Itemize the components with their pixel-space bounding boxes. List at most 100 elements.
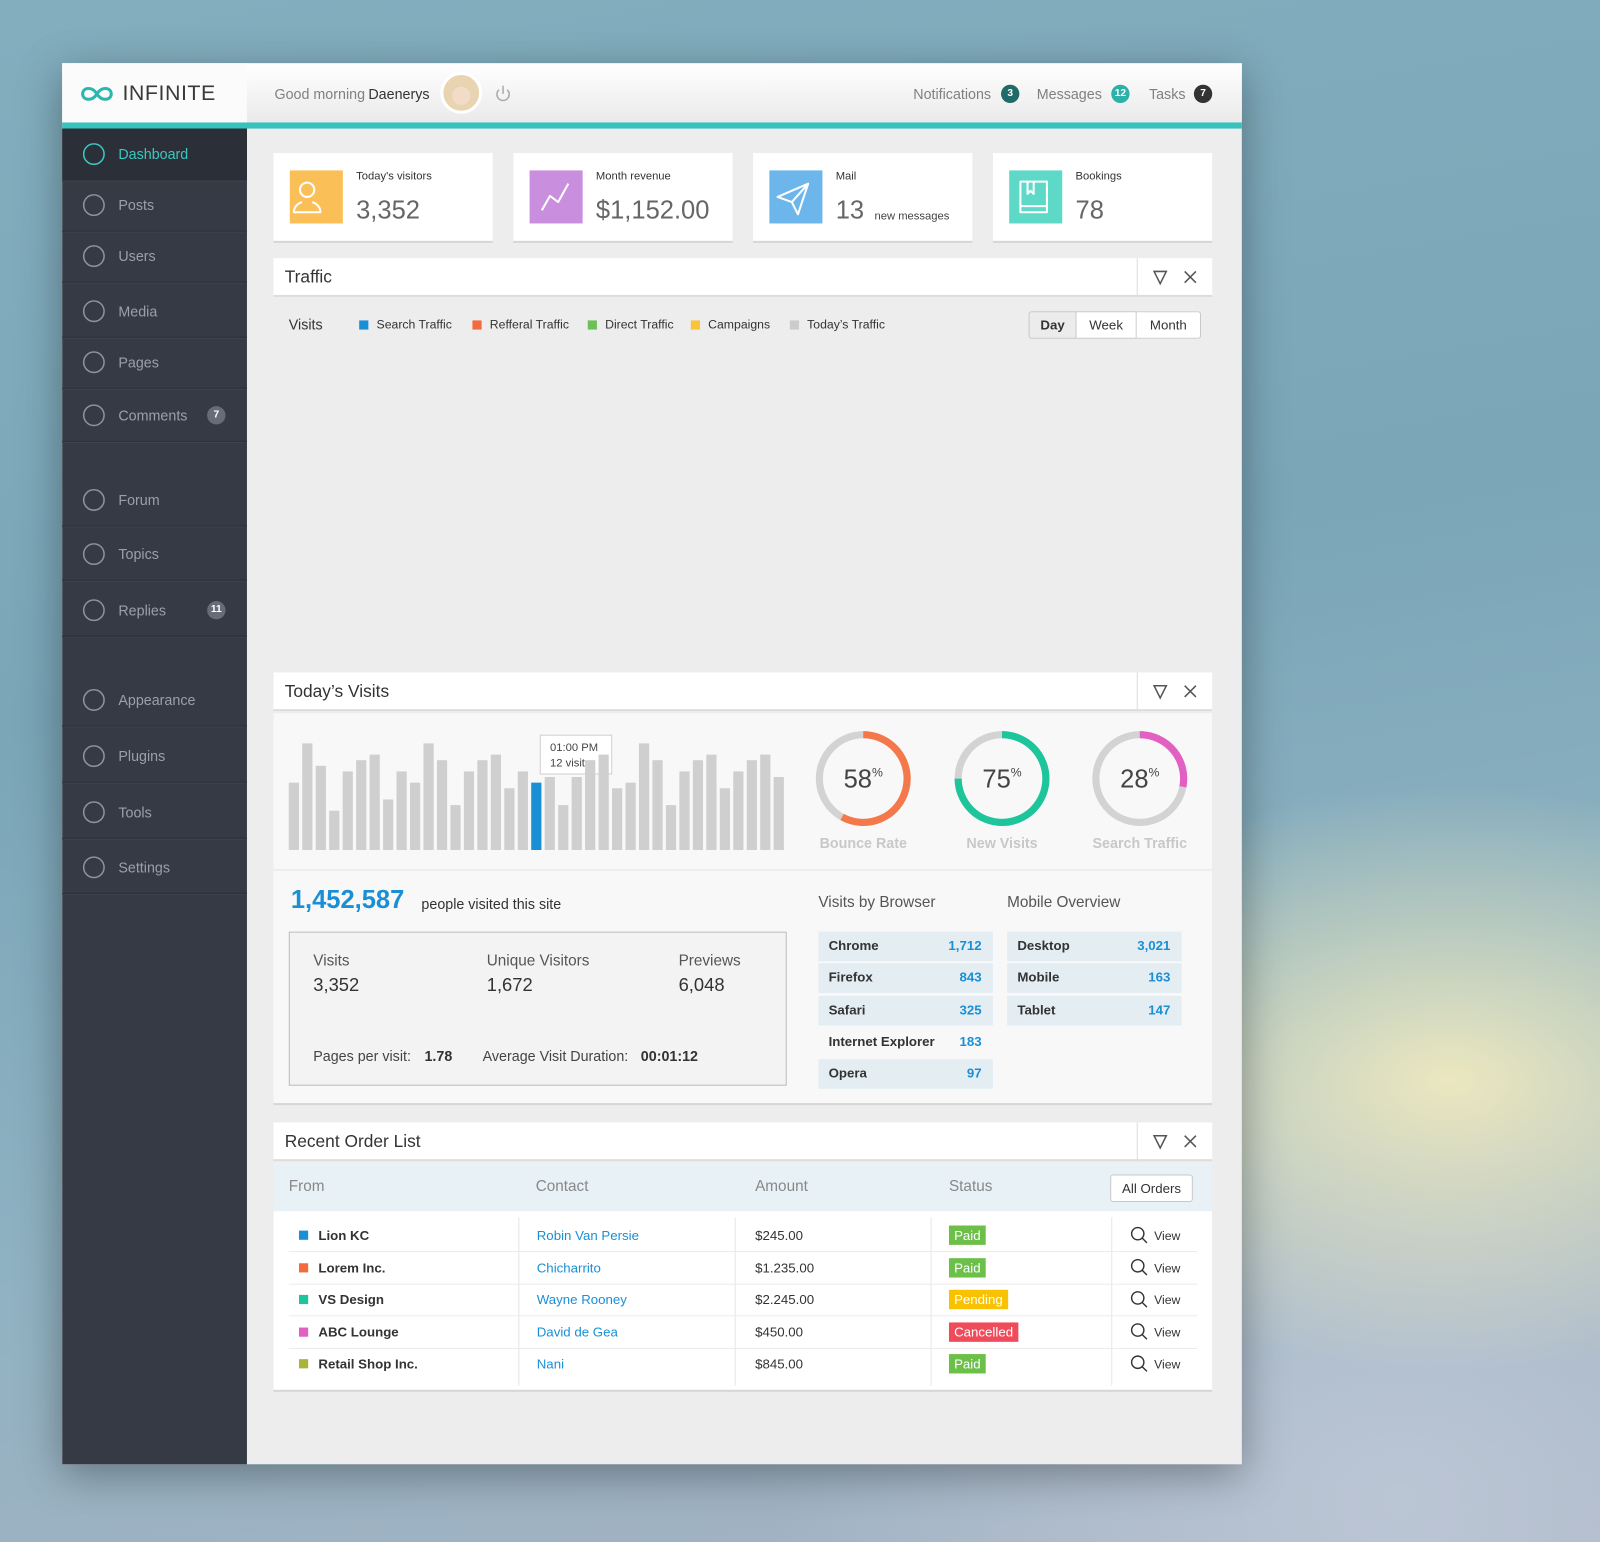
- user-name[interactable]: Daenerys: [368, 85, 430, 103]
- row-name: Chrome: [828, 937, 879, 954]
- sidebar-separator: [62, 635, 247, 638]
- counter-badge: 3: [1001, 84, 1020, 104]
- range-button[interactable]: Month: [1136, 311, 1202, 339]
- panel-title: Traffic: [284, 267, 332, 287]
- range-button[interactable]: Week: [1076, 311, 1137, 339]
- sidebar-item[interactable]: Appearance: [118, 691, 196, 709]
- row-name: Opera: [828, 1065, 867, 1081]
- row-name: Desktop: [1017, 937, 1070, 954]
- stat-icon-bg: [769, 170, 823, 224]
- legend-swatch: [690, 320, 700, 330]
- stat-note: new messages: [874, 210, 950, 223]
- counter-badge: 12: [1111, 84, 1130, 104]
- row-name: Mobile: [1017, 969, 1060, 985]
- sidebar-item[interactable]: Pages: [118, 354, 159, 371]
- stat-value: 3,352: [356, 195, 420, 225]
- legend-label: Search Traffic: [376, 317, 452, 332]
- column-line: [1111, 1217, 1113, 1386]
- total-text: people visited this site: [421, 895, 562, 913]
- table-row: [818, 995, 993, 1026]
- table-title: Visits by Browser: [818, 893, 936, 912]
- donut-label: Search Traffic: [1092, 834, 1188, 852]
- column-header: Contact: [535, 1177, 589, 1195]
- column-line: [518, 1217, 520, 1386]
- order-from: Retail Shop Inc.: [318, 1356, 418, 1372]
- total-visits: 1,452,587: [290, 885, 405, 915]
- row-value: 147: [1148, 1001, 1171, 1017]
- order-view[interactable]: View: [1154, 1292, 1181, 1308]
- sidebar-separator: [62, 336, 247, 339]
- all-orders-button[interactable]: All Orders: [1110, 1174, 1193, 1203]
- donut-unit: %: [1148, 765, 1160, 780]
- sidebar-item[interactable]: Replies: [118, 602, 167, 619]
- sidebar-item[interactable]: Posts: [118, 196, 155, 214]
- order-view[interactable]: View: [1154, 1228, 1181, 1243]
- table-row: [818, 963, 993, 994]
- row-name: Safari: [828, 1001, 866, 1017]
- panel-divider: [1136, 1122, 1138, 1162]
- order-view[interactable]: View: [1154, 1260, 1181, 1275]
- order-status: Cancelled: [948, 1321, 1019, 1342]
- sidebar-item[interactable]: Forum: [118, 491, 160, 509]
- row-value: 843: [959, 969, 982, 985]
- greeting: Good morning: [274, 85, 366, 103]
- order-contact[interactable]: Robin Van Persie: [536, 1227, 639, 1243]
- counter-label[interactable]: Messages: [1036, 85, 1102, 103]
- column-line: [734, 1217, 736, 1386]
- sidebar-badge: 11: [207, 601, 226, 620]
- order-contact[interactable]: David de Gea: [536, 1323, 618, 1340]
- sidebar-item[interactable]: Users: [118, 247, 156, 265]
- stat-label: Today's visitors: [356, 170, 432, 183]
- order-view[interactable]: View: [1154, 1357, 1181, 1372]
- duration-label: Average Visit Duration:: [482, 1047, 629, 1065]
- table-title: Mobile Overview: [1007, 893, 1121, 912]
- panel-title: Today’s Visits: [284, 681, 390, 702]
- sidebar-item[interactable]: Tools: [118, 804, 152, 821]
- sidebar-separator: [62, 440, 247, 443]
- sidebar-item[interactable]: Dashboard: [118, 145, 189, 163]
- row-swatch: [298, 1262, 309, 1272]
- sidebar-item[interactable]: Comments: [118, 407, 188, 424]
- order-amount: $1.235.00: [755, 1259, 815, 1275]
- row-value: 3,021: [1137, 937, 1171, 954]
- donut-center: 58%: [817, 762, 909, 797]
- sidebar-item[interactable]: Settings: [118, 859, 170, 876]
- stat-value: $1,152.00: [595, 195, 710, 225]
- order-contact[interactable]: Wayne Rooney: [536, 1291, 627, 1308]
- counter-label[interactable]: Notifications: [913, 85, 992, 103]
- table-row: [818, 931, 993, 962]
- order-view[interactable]: View: [1154, 1324, 1181, 1340]
- stat-icon-bg: [289, 170, 343, 224]
- panel-divider: [1136, 258, 1138, 297]
- duration-value: 00:01:12: [640, 1047, 699, 1065]
- summary-label: Previews: [678, 952, 741, 970]
- table-row: [818, 1059, 993, 1089]
- donut-value: 75: [982, 765, 1011, 794]
- stat-label: Bookings: [1075, 170, 1122, 183]
- stat-label: Mail: [835, 170, 857, 183]
- donut-value: 58: [843, 765, 872, 794]
- order-contact[interactable]: Chicharrito: [536, 1259, 601, 1275]
- sidebar-separator: [62, 179, 247, 182]
- range-button[interactable]: Day: [1028, 311, 1077, 339]
- sidebar-separator: [62, 781, 247, 784]
- row-line: [288, 1251, 1197, 1253]
- column-header: Status: [948, 1177, 993, 1195]
- row-line: [288, 1315, 1197, 1317]
- row-value: 1,712: [948, 937, 982, 954]
- table-row: [1007, 995, 1182, 1026]
- order-contact[interactable]: Nani: [536, 1356, 565, 1372]
- sidebar-item[interactable]: Media: [118, 303, 158, 320]
- counter-label[interactable]: Tasks: [1148, 85, 1186, 103]
- tooltip-text: 12 visits: [549, 757, 591, 770]
- summary-value: 6,048: [678, 974, 725, 995]
- axis-label: Visits: [288, 316, 323, 333]
- table-row: [1007, 931, 1182, 962]
- legend-swatch: [789, 320, 799, 330]
- stat-icon-bg: [529, 170, 583, 224]
- sidebar-item[interactable]: Plugins: [118, 747, 166, 765]
- stat-value: 78: [1075, 195, 1104, 225]
- legend-swatch: [472, 320, 482, 330]
- sidebar-item[interactable]: Topics: [118, 545, 159, 563]
